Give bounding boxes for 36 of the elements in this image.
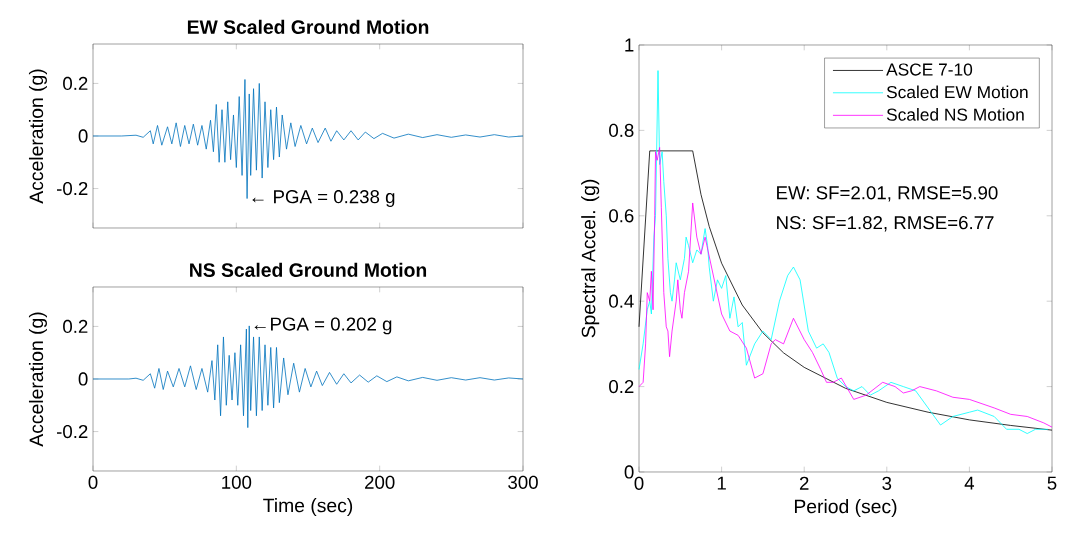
legend-label: Scaled EW Motion <box>886 85 1028 99</box>
x-tick-label: 100 <box>222 475 252 489</box>
y-tick-label: 0 <box>78 129 88 143</box>
annotation: ← PGA = 0.238 g <box>252 190 395 207</box>
x-tick-label: 2 <box>799 476 809 490</box>
x-tick-label: 1 <box>717 476 726 490</box>
y-tick-label: 0.4 <box>609 294 634 308</box>
y-axis-title: Acceleration (g) <box>28 69 47 204</box>
y-axis-title: Spectral Accel. (g) <box>581 179 600 338</box>
y-tick-label: 0.2 <box>63 76 88 91</box>
y-tick-label: -0.2 <box>56 424 88 439</box>
annotation: NS: SF=1.82, RMSE=6.77 <box>777 216 994 232</box>
x-tick-label: 5 <box>1047 476 1057 490</box>
x-axis-title: Time (sec) <box>263 498 353 517</box>
annotation: ←PGA = 0.202 g <box>254 317 392 335</box>
legend-label: Scaled NS Motion <box>886 108 1024 121</box>
x-tick-label: 200 <box>365 475 395 489</box>
y-tick-label: 1 <box>625 38 634 52</box>
x-axis-title: Period (sec) <box>794 499 897 518</box>
y-tick-label: 0 <box>624 465 634 479</box>
chart-title: NS Scaled Ground Motion <box>190 262 427 277</box>
y-tick-label: 0.8 <box>609 123 634 137</box>
chart-title: EW Scaled Ground Motion <box>187 19 429 34</box>
legend-label: ASCE 7-10 <box>886 63 973 76</box>
y-tick-label: -0.2 <box>56 181 88 196</box>
y-tick-label: 0 <box>78 372 88 386</box>
x-tick-label: 300 <box>508 475 538 489</box>
y-tick-label: 0.6 <box>609 209 634 223</box>
x-tick-label: 0 <box>88 475 98 489</box>
y-tick-label: 0.2 <box>609 379 634 394</box>
y-tick-label: 0.2 <box>63 319 88 334</box>
y-axis-title: Acceleration (g) <box>28 312 47 447</box>
x-tick-label: 3 <box>882 476 892 490</box>
x-tick-label: 4 <box>964 476 975 490</box>
x-tick-label: 0 <box>634 476 644 490</box>
annotation: EW: SF=2.01, RMSE=5.90 <box>777 186 998 202</box>
